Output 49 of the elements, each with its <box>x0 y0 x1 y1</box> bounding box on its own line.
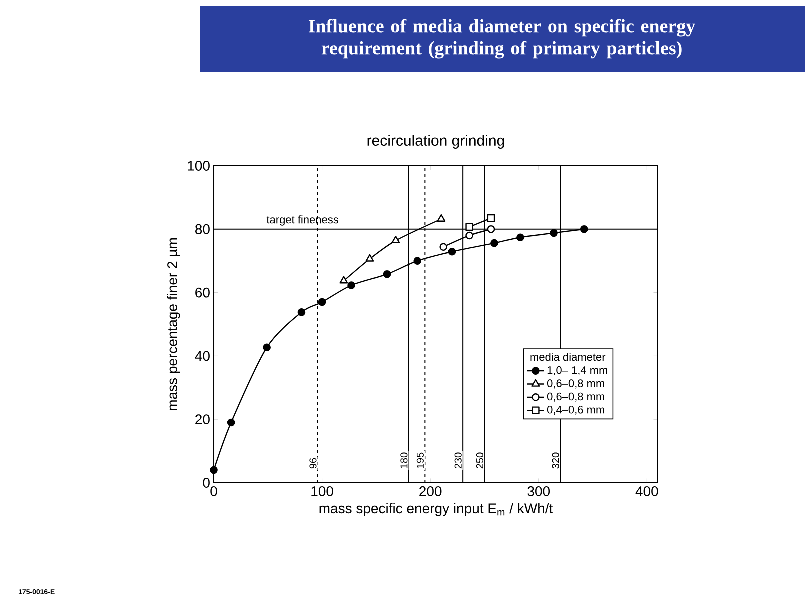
point <box>466 223 474 232</box>
legend-label: 0,6–0,8 mm <box>547 392 604 402</box>
x-tick-label: 0 <box>210 486 218 496</box>
point <box>227 418 236 427</box>
point <box>580 225 588 234</box>
point <box>383 270 392 278</box>
point <box>516 234 524 242</box>
point <box>318 298 326 306</box>
point <box>490 239 498 248</box>
point <box>340 276 348 284</box>
point <box>466 232 474 240</box>
point <box>437 214 446 222</box>
point <box>487 225 496 234</box>
y-tick-label: 100 <box>188 161 210 171</box>
legend-label: 0,4–0,6 mm <box>547 406 604 416</box>
ref-line-label: target fineness <box>266 216 338 226</box>
legend-title: media diameter <box>530 352 606 362</box>
ref-line-label: 96 <box>310 458 317 469</box>
x-tick-label: 200 <box>420 486 442 496</box>
legend-label: 0,6–0,8 mm <box>547 380 604 389</box>
ref-line-label: 180 <box>400 452 408 468</box>
y-tick-label: 0 <box>203 478 210 488</box>
chart-title: Influence of media diameter on specific energy requirement (grinding of primary particles) <box>308 19 696 59</box>
point <box>414 257 422 265</box>
point <box>210 466 218 474</box>
x-tick-label: 300 <box>528 486 550 496</box>
y-tick-label: 20 <box>196 414 210 425</box>
y-tick-label: 40 <box>195 351 210 362</box>
x-tick-label: 400 <box>636 486 658 496</box>
ref-line-label: 230 <box>454 452 462 469</box>
point <box>487 214 496 222</box>
ref-line-label: 250 <box>476 452 484 469</box>
point <box>263 344 271 352</box>
x-tick-label: 100 <box>312 486 334 496</box>
y-tick-label: 80 <box>196 224 210 234</box>
x-axis-title: mass specific energy input E$_{m}$ / kWh/t <box>320 503 554 516</box>
point <box>392 236 400 244</box>
y-tick-label: 60 <box>196 288 210 298</box>
point <box>298 308 306 316</box>
point <box>440 243 448 252</box>
y-axis-title: mass percentage finer 2 µm <box>167 238 180 410</box>
legend-label: 1,0– 1,4 mm <box>548 366 608 376</box>
chart-subtitle: recirculation grinding <box>368 135 504 149</box>
point <box>550 229 558 238</box>
ref-line-label: 195 <box>416 452 424 468</box>
ref-line-label: 320 <box>552 452 560 469</box>
point <box>448 248 456 256</box>
point <box>348 282 356 290</box>
point <box>366 254 374 262</box>
